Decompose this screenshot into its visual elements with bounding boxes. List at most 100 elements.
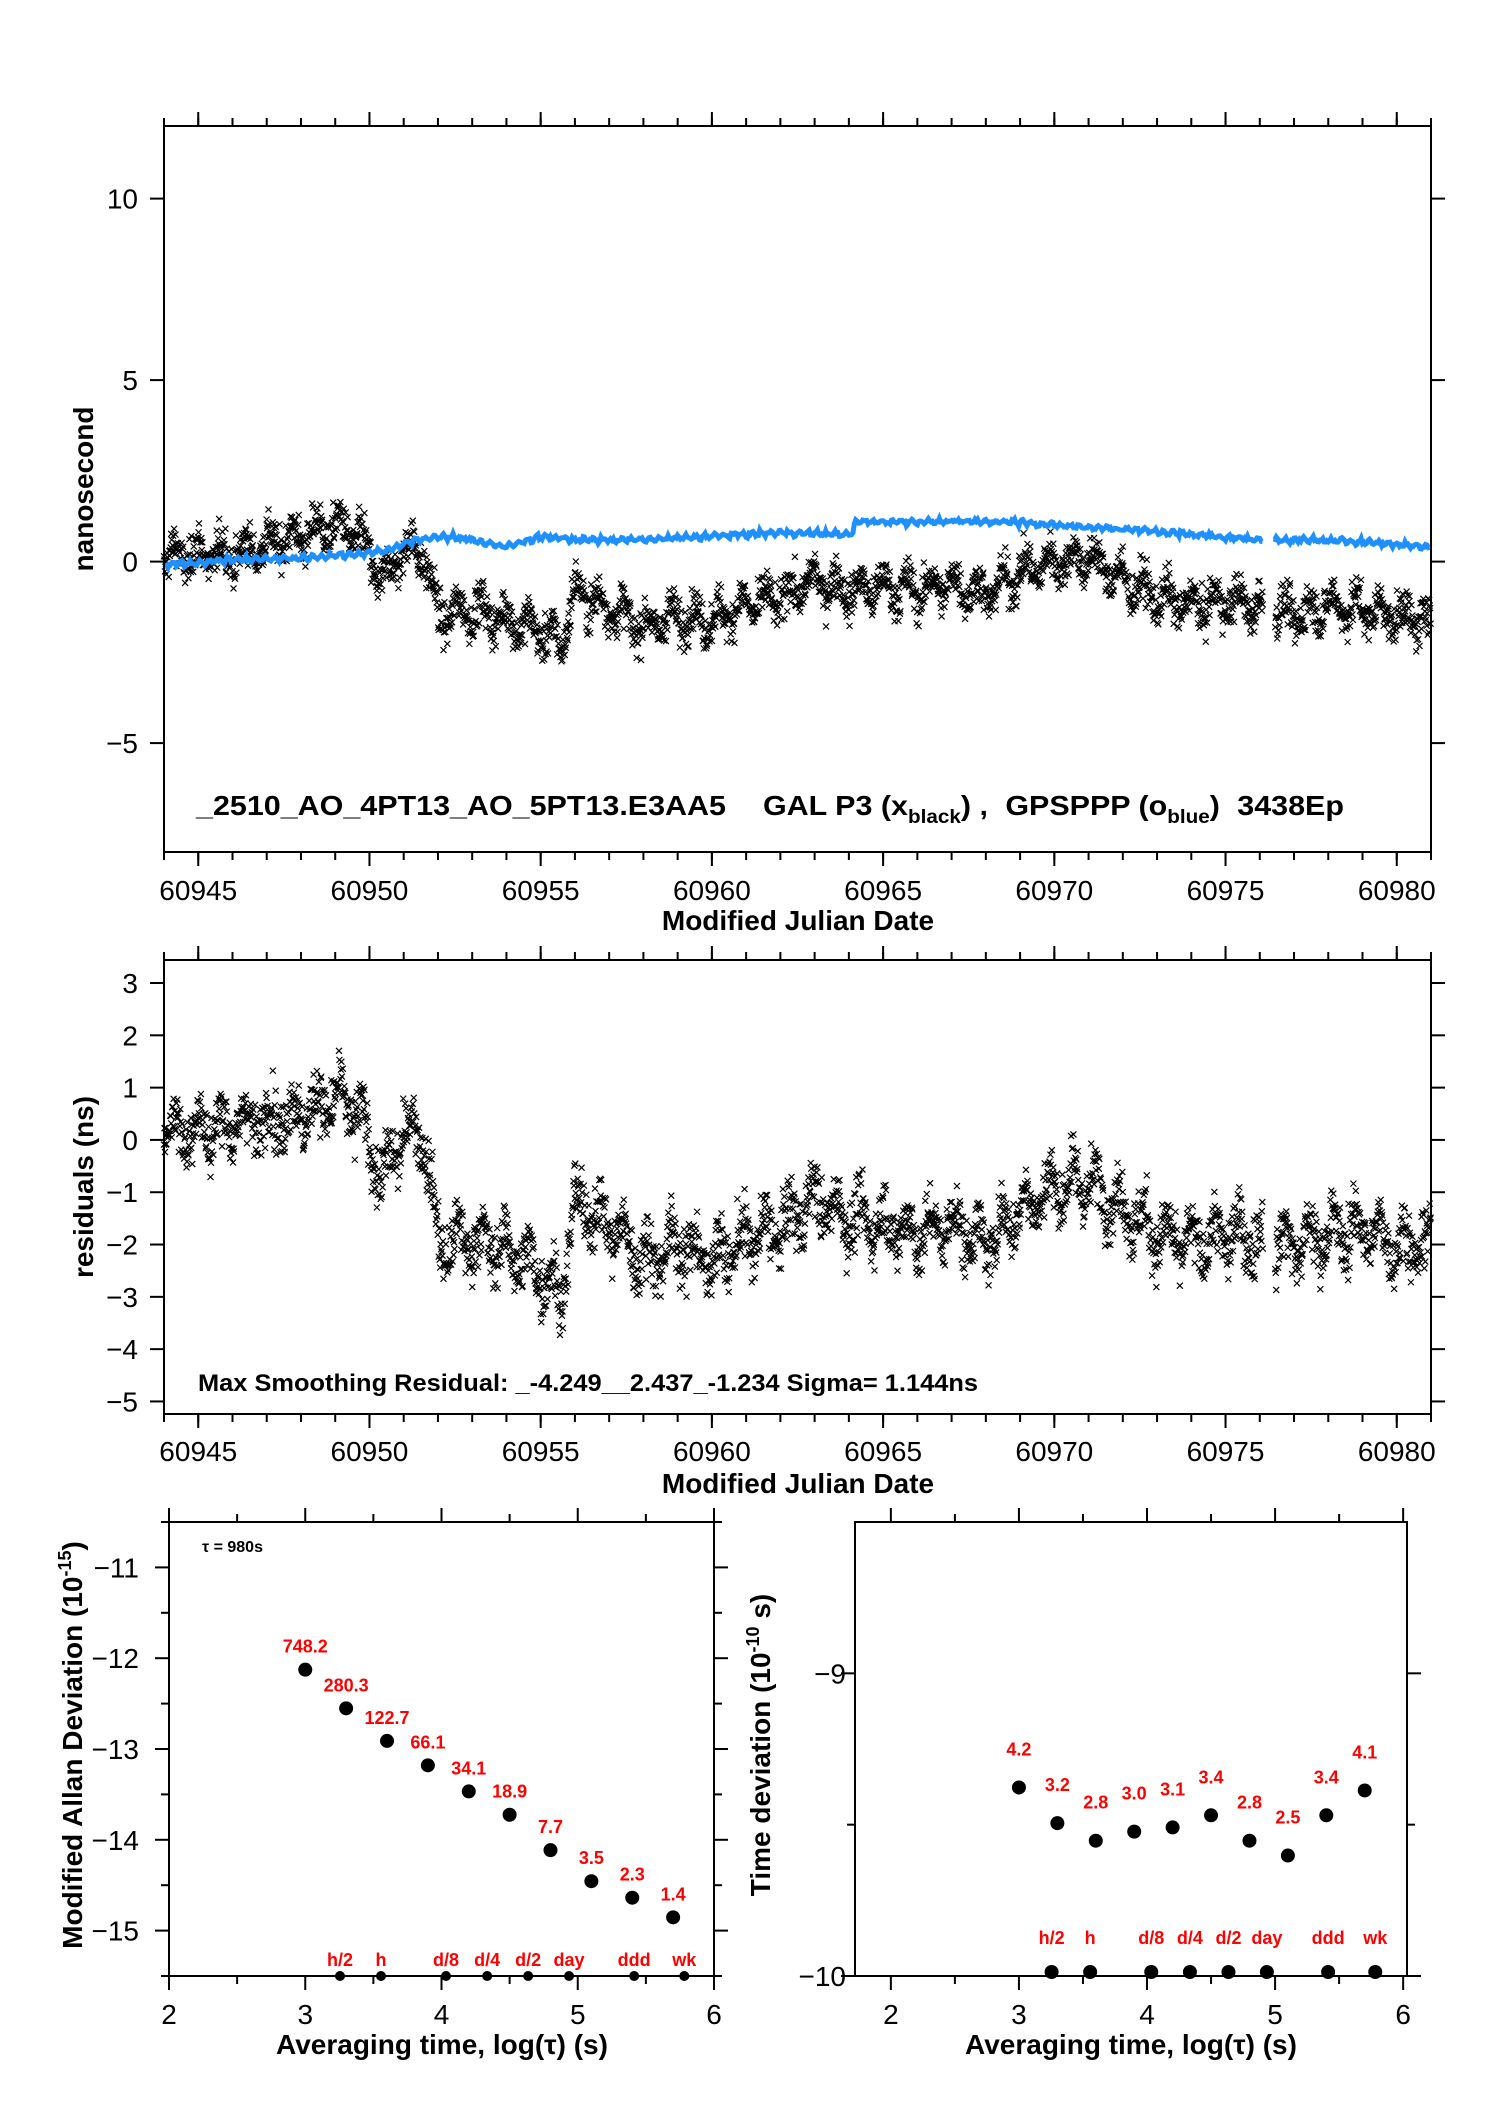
- scatter-point: [910, 569, 918, 577]
- scatter-point: [686, 1253, 693, 1261]
- scatter-point: [767, 581, 774, 589]
- scatter-point: [402, 1104, 410, 1112]
- scatter-point: [541, 609, 549, 617]
- scatter-point: [1108, 1216, 1116, 1224]
- scatter-point: [681, 1268, 689, 1275]
- scatter-point: [318, 516, 326, 524]
- scatter-point: [663, 1223, 671, 1231]
- scatter-point: [397, 560, 405, 568]
- station-name: _2510_AO_4PT13_AO_5PT13.E3AA5: [195, 790, 726, 821]
- scatter-point: [692, 1225, 700, 1232]
- scatter-point: [731, 639, 738, 647]
- scatter-point: [667, 1192, 675, 1200]
- scatter-point: [264, 521, 272, 529]
- scatter-point: [503, 1211, 511, 1219]
- scatter-point: [226, 563, 234, 570]
- scatter-point: [978, 1226, 986, 1234]
- scatter-point: [844, 594, 852, 602]
- scatter-point: [1173, 1226, 1181, 1234]
- scatter-point: [536, 1267, 544, 1275]
- scatter-point: [1008, 1241, 1016, 1249]
- scatter-point: [762, 596, 770, 604]
- scatter-point: [896, 607, 904, 615]
- scatter-point: [568, 604, 575, 612]
- scatter-point: [883, 576, 891, 584]
- scatter-point: [679, 634, 687, 642]
- scatter-point: [531, 1257, 539, 1265]
- scatter-point: [213, 527, 221, 535]
- scatter-point: [1230, 618, 1238, 626]
- scatter-point: [936, 574, 944, 581]
- legend-series-2: GPSPPP (o: [1005, 790, 1167, 821]
- scatter-point: [798, 583, 806, 590]
- scatter-point: [706, 631, 714, 639]
- scatter-point: [474, 1263, 482, 1271]
- scatter-point: [1040, 1214, 1048, 1221]
- scatter-point: [1152, 1283, 1160, 1291]
- scatter-point: [810, 557, 818, 565]
- scatter-point: [662, 637, 670, 645]
- scatter-point: [944, 586, 952, 594]
- scatter-point: [634, 639, 642, 647]
- scatter-point: [752, 1260, 760, 1268]
- scatter-point: [447, 1233, 455, 1240]
- scatter-point: [680, 648, 688, 656]
- scatter-point: [819, 602, 827, 610]
- scatter-point: [282, 522, 290, 530]
- scatter-point: [678, 1282, 686, 1290]
- x-tick-label: 60965: [844, 875, 922, 906]
- scatter-point: [395, 561, 403, 569]
- scatter-point: [851, 1249, 859, 1257]
- scatter-point: [565, 628, 573, 636]
- scatter-point: [698, 600, 706, 608]
- scatter-point: [708, 1292, 715, 1299]
- scatter-point: [198, 538, 206, 546]
- scatter-point: [441, 598, 448, 606]
- scatter-point: [680, 1246, 688, 1254]
- scatter-point: [432, 579, 440, 587]
- scatter-point: [229, 567, 236, 575]
- scatter-point: [490, 637, 498, 645]
- scatter-point: [338, 1073, 346, 1081]
- scatter-point: [673, 606, 681, 613]
- scatter-point: [857, 1180, 865, 1187]
- scatter-point: [730, 620, 738, 628]
- scatter-point: [702, 1279, 710, 1287]
- scatter-point: [316, 1134, 324, 1141]
- scatter-point: [435, 605, 443, 613]
- scatter-point: [909, 1235, 917, 1243]
- scatter-point: [479, 1203, 487, 1211]
- scatter-point: [1058, 1171, 1066, 1178]
- scatter-point: [841, 576, 849, 584]
- scatter-point: [744, 592, 752, 600]
- scatter-point: [595, 573, 603, 581]
- scatter-point: [363, 1131, 371, 1139]
- scatter-point: [428, 570, 435, 578]
- scatter-point: [528, 606, 536, 613]
- scatter-point: [710, 1260, 718, 1267]
- scatter-point: [604, 626, 612, 634]
- scatter-point: [994, 1240, 1002, 1248]
- scatter-point: [626, 1257, 634, 1264]
- scatter-point: [361, 1136, 369, 1144]
- scatter-point: [360, 1105, 368, 1113]
- scatter-point: [752, 602, 760, 610]
- scatter-point: [916, 609, 924, 617]
- scatter-point: [1205, 603, 1213, 611]
- scatter-point: [653, 620, 661, 628]
- scatter-point: [767, 1255, 774, 1263]
- scatter-point: [587, 581, 595, 588]
- scatter-point: [925, 567, 933, 575]
- scatter-point: [262, 540, 270, 548]
- scatter-point: [440, 1275, 447, 1283]
- scatter-point: [232, 569, 240, 577]
- scatter-point: [641, 603, 649, 611]
- scatter-point: [1016, 1224, 1024, 1232]
- scatter-point: [991, 1263, 999, 1270]
- scatter-point: [487, 1269, 494, 1277]
- scatter-point: [265, 506, 272, 513]
- scatter-point: [596, 586, 604, 594]
- scatter-point: [360, 509, 368, 517]
- series-annotation: _2510_AO_4PT13_AO_5PT13.E3AA5 GAL P3 (x bl…: [195, 790, 1344, 828]
- scatter-point: [492, 642, 500, 650]
